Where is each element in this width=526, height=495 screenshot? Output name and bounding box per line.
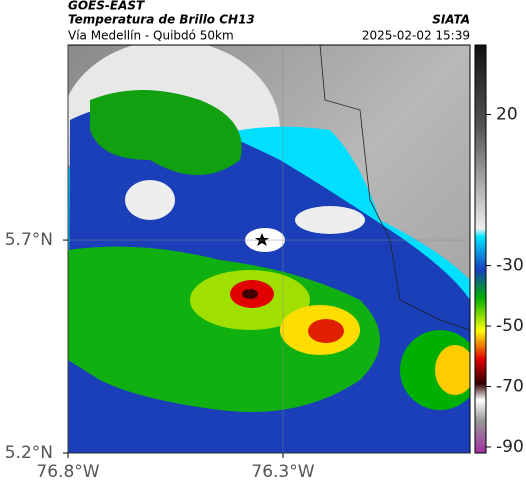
colorbar-tick-label: 20	[496, 105, 518, 125]
colorbar-tick-label: -90	[496, 437, 524, 457]
y-tick-label: 5.7°N	[5, 230, 53, 250]
satellite-image	[68, 45, 470, 453]
colorbar	[474, 44, 487, 454]
timestamp: 2025-02-02 15:39	[362, 29, 470, 43]
x-tick-label: 76.3°W	[251, 462, 314, 482]
route: Vía Medellín - Quibdó 50km	[68, 29, 234, 43]
y-tick-label: 5.2°N	[5, 443, 53, 463]
colorbar-tick-label: -70	[496, 377, 524, 397]
colorbar-tick-label: -50	[496, 316, 524, 336]
source: GOES-EAST	[68, 0, 145, 13]
product: Temperatura de Brillo CH13	[68, 13, 255, 27]
colorbar-tick-label: -30	[496, 256, 524, 276]
agency: SIATA	[432, 13, 470, 27]
x-tick-label: 76.8°W	[36, 462, 99, 482]
